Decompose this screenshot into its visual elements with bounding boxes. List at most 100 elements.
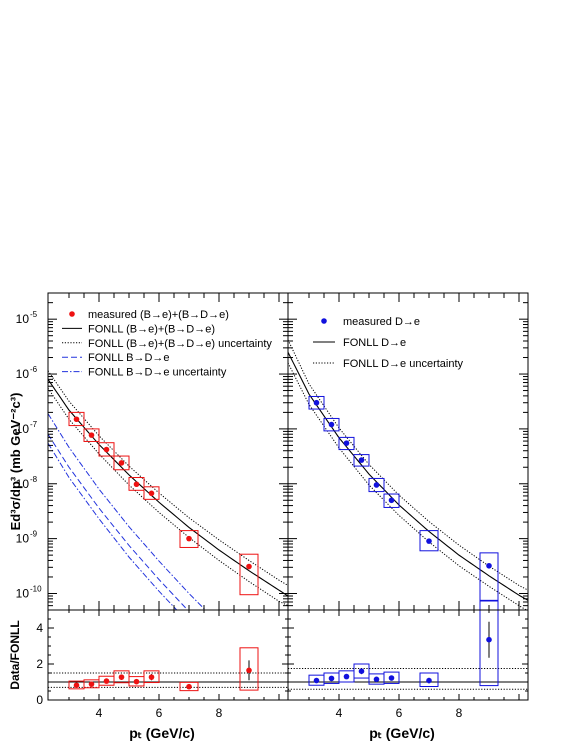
syst-box [83,428,100,442]
y-tick-label: 10 [16,422,30,436]
syst-box [143,486,160,500]
ratio-point [328,675,335,682]
ratio-syst-box [179,681,199,692]
ratio-point [246,667,252,674]
ratio-syst-box [239,647,259,691]
data-point [88,432,95,438]
fonll-upper-curve [48,370,288,586]
ratio-syst-box [419,672,439,687]
ratio-point [73,682,80,689]
y-tick-label: 10 [16,532,30,546]
y-tick-exponent: -10 [30,584,42,593]
data-point [426,538,432,544]
panel-frame-ratio [287,609,529,701]
ratio-point [358,668,365,674]
legend-label: FONLL B→D→e uncertainty [88,367,227,379]
legend-label: FONLL (B→e)+(B→D→e) uncertainty [88,338,272,350]
y-tick-label: 10 [16,367,30,381]
y-tick-exponent: -8 [30,475,38,484]
syst-box [179,530,199,548]
ratio-point [148,674,155,680]
data-point [313,399,320,406]
data-point [186,535,192,542]
y-tick-label: 10 [16,312,30,326]
legend-marker [321,318,327,324]
ratio-point [186,683,192,690]
y-tick-exponent: -6 [30,365,38,374]
fonll-upper-curve [288,339,528,591]
x-tick-label: 8 [456,706,463,720]
ratio-y-axis-title: Data/FONLL [8,620,22,689]
data-point [328,421,335,428]
y-axis-title: Ed³σ/dp³ (mb GeV⁻²c³) [8,393,23,531]
syst-box [338,436,355,451]
ratio-y-tick-label: 4 [36,621,43,635]
ratio-point [388,675,395,681]
ratio-y-tick-label: 0 [36,693,43,707]
y-tick-label: 10 [16,586,30,600]
y-tick-label: 10 [16,477,30,491]
ratio-y-tick-label: 2 [36,657,43,671]
x-axis-title: pₜ (GeV/c) [369,725,435,741]
ratio-point [373,676,380,683]
syst-box [419,530,439,552]
fonll-central-curve [48,379,288,597]
ratio-syst-box [479,600,499,687]
ratio-point [103,678,110,684]
ratio-point [426,677,432,684]
legend-marker [69,311,75,317]
syst-box [383,493,400,508]
bde-central-curve [48,433,189,610]
syst-box [353,454,370,467]
syst-box [113,455,130,471]
data-point [373,482,380,488]
data-point [343,440,350,446]
bde-lower-curve [48,442,178,610]
y-tick-exponent: -7 [30,420,38,429]
x-tick-label: 4 [96,706,103,720]
legend-label: FONLL D→e uncertainty [343,358,464,370]
ratio-point [313,677,320,684]
legend-label: measured D→e [343,316,420,328]
syst-box [308,395,325,410]
syst-box [239,553,259,596]
data-point [486,562,492,569]
x-tick-label: 6 [156,706,163,720]
panel-frame-top [287,292,529,611]
ratio-point [133,678,140,685]
data-point [133,481,140,488]
data-point [118,460,125,466]
ratio-syst-box [383,671,400,684]
data-point [358,457,365,463]
syst-box [68,411,85,427]
x-axis-title: pₜ (GeV/c) [129,725,195,741]
syst-box [128,477,145,491]
y-tick-exponent: -9 [30,530,38,539]
legend-label: measured (B→e)+(B→D→e) [88,309,229,321]
x-tick-label: 8 [216,706,223,720]
legend-label: FONLL B→D→e [88,352,170,364]
x-tick-label: 6 [396,706,403,720]
data-point [388,497,395,504]
data-point [148,490,155,497]
data-point [73,416,80,423]
fonll-central-curve [288,351,528,601]
bde-upper-curve [48,413,207,610]
ratio-group [288,668,528,690]
ratio-point [118,674,125,680]
data-point [246,563,252,570]
ratio-point [88,681,95,687]
curves-group [288,339,528,610]
y-tick-exponent: -5 [30,310,38,319]
legend-label: FONLL D→e [343,337,406,349]
syst-box [98,442,115,457]
ratio-syst-box [143,670,160,684]
ratio-point [343,673,350,680]
syst-box [323,417,340,432]
legend-label: FONLL (B→e)+(B→D→e) [88,323,215,335]
syst-box [479,552,499,601]
ratio-point [486,636,492,643]
ratio-syst-box [353,663,370,679]
syst-box [368,477,385,493]
